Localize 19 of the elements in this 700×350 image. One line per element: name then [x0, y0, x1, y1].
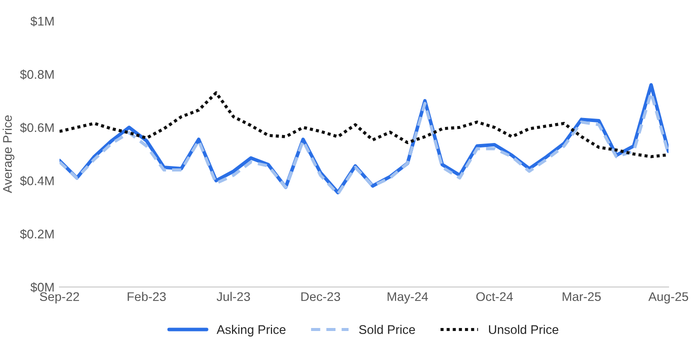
x-tick-label: Jul-23 — [216, 292, 250, 302]
x-tick-label: Aug-25 — [648, 292, 688, 304]
x-tick-label: May-24 — [388, 292, 428, 304]
y-tick-label: $0M — [30, 282, 54, 292]
legend-label: Unsold Price — [489, 324, 558, 334]
x-tick-label: Sep-22 — [40, 292, 80, 304]
line-series — [60, 91, 668, 158]
x-tick-label: Oct-24 — [476, 292, 513, 302]
y-tick-label: $0.6M — [20, 122, 54, 133]
y-tick-label: $0.2M — [20, 229, 54, 240]
legend-label: Asking Price — [216, 324, 286, 336]
y-tick-label: $0.8M — [20, 69, 54, 80]
x-tick-label: Mar-25 — [562, 292, 601, 302]
y-axis-title: Average Price — [2, 115, 14, 194]
legend-label: Sold Price — [359, 324, 415, 334]
y-tick-label: $0.4M — [20, 176, 54, 186]
x-tick-label: Feb-23 — [128, 292, 166, 302]
x-tick-label: Dec-23 — [301, 292, 340, 302]
y-tick-label: $1M — [30, 16, 54, 26]
